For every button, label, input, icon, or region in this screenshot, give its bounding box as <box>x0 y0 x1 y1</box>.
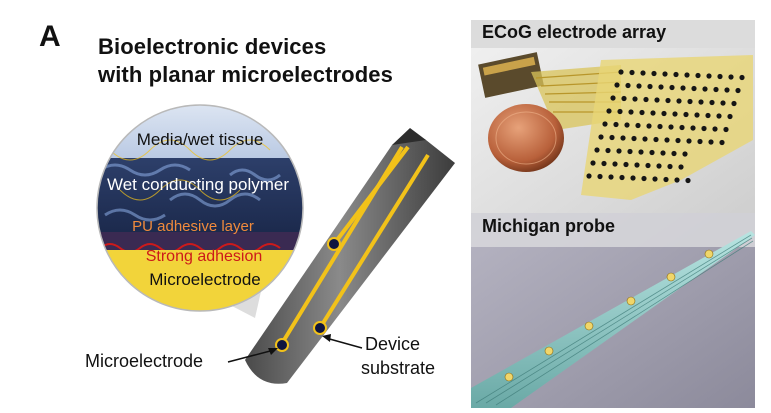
electrode-site <box>275 338 289 352</box>
electrode-dots <box>586 69 745 184</box>
label-conducting-polymer: Wet conducting polymer <box>107 175 289 194</box>
figure-title-line1: Bioelectronic devices <box>98 34 327 59</box>
trace-3 <box>332 145 410 246</box>
ecog-photo <box>471 20 755 213</box>
trace-2 <box>318 153 430 330</box>
photo-label-michigan: Michigan probe <box>482 216 616 236</box>
photo-label-ecog: ECoG electrode array <box>482 22 667 42</box>
device-arrow <box>325 337 363 349</box>
label-wet-tissue: Media/wet tissue <box>137 130 264 149</box>
electrode-site <box>327 237 341 251</box>
callout-device-line1: Device <box>365 334 421 354</box>
label-strong-adhesion: Strong adhesion <box>146 248 263 265</box>
label-pu-adhesive: PU adhesive layer <box>132 218 254 235</box>
michigan-probe-photo <box>471 213 755 408</box>
callout-device-line2: substrate <box>361 358 436 378</box>
microelectrode-arrow <box>227 349 275 363</box>
coin <box>488 104 564 172</box>
figure-title-line2: with planar microelectrodes <box>98 62 393 87</box>
panel-letter: A <box>39 20 61 53</box>
device-substrate <box>245 128 455 384</box>
callout-microelectrode: Microelectrode <box>85 351 204 371</box>
electrode-site <box>313 321 327 335</box>
pu-adhesive-layer <box>97 232 303 250</box>
label-microelectrode-layer: Microelectrode <box>149 270 261 289</box>
probe-sites <box>504 249 714 382</box>
